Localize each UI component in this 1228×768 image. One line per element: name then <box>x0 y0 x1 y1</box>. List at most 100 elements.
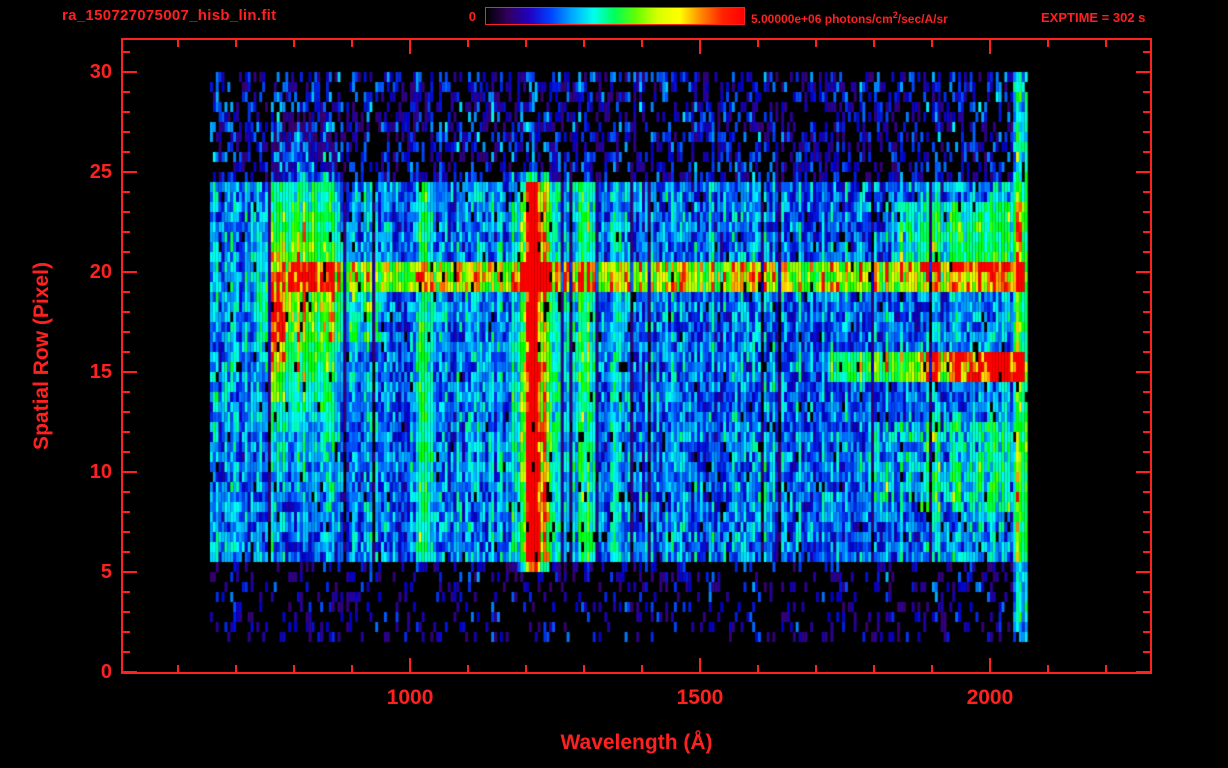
y-tick <box>123 71 137 73</box>
y-tick <box>1143 551 1150 553</box>
x-tick <box>930 40 933 47</box>
x-tick <box>988 40 991 54</box>
y-tick <box>123 351 130 353</box>
colorbar-max-label-suffix: /sec/A/sr <box>897 12 948 26</box>
x-tick <box>467 665 470 672</box>
x-tick-label: 1000 <box>386 686 434 709</box>
y-tick <box>1143 251 1150 253</box>
y-tick <box>1143 511 1150 513</box>
y-tick <box>1143 191 1150 193</box>
y-tick <box>123 371 137 373</box>
y-tick <box>123 291 130 293</box>
y-tick <box>123 171 137 173</box>
y-tick <box>123 131 130 133</box>
heatmap-canvas <box>123 40 1150 672</box>
y-tick <box>123 151 130 153</box>
x-tick <box>293 665 296 672</box>
y-tick <box>1143 211 1150 213</box>
x-tick <box>1046 40 1049 47</box>
y-tick <box>1143 591 1150 593</box>
y-tick-label: 0 <box>100 661 112 683</box>
x-tick <box>930 665 933 672</box>
x-tick <box>698 658 701 672</box>
x-tick <box>177 40 180 47</box>
x-tick <box>988 658 991 672</box>
y-tick <box>123 431 130 433</box>
x-tick <box>814 665 817 672</box>
y-tick <box>123 491 130 493</box>
y-tick <box>123 231 130 233</box>
x-tick <box>351 40 354 47</box>
x-axis-label: Wavelength (Å) <box>560 731 713 754</box>
y-tick <box>1136 171 1150 173</box>
colorbar-max-label-prefix: 5.00000e+06 photons/cm <box>751 12 893 26</box>
y-tick <box>123 611 130 613</box>
y-tick <box>1143 631 1150 633</box>
y-tick <box>1143 651 1150 653</box>
y-tick <box>123 51 130 53</box>
y-tick <box>123 631 130 633</box>
x-tick <box>698 40 701 54</box>
x-tick <box>409 658 412 672</box>
y-tick <box>1143 451 1150 453</box>
y-tick <box>1143 111 1150 113</box>
x-tick-label: 1500 <box>676 686 724 709</box>
x-tick <box>467 40 470 47</box>
y-tick <box>123 651 130 653</box>
y-tick <box>1143 531 1150 533</box>
y-tick <box>123 111 130 113</box>
y-tick <box>123 331 130 333</box>
y-tick-label: 5 <box>100 561 112 583</box>
y-tick <box>1143 91 1150 93</box>
y-tick <box>1143 151 1150 153</box>
x-tick <box>872 40 875 47</box>
y-tick <box>1143 391 1150 393</box>
x-tick <box>177 665 180 672</box>
colorbar-max-label: 5.00000e+06 photons/cm2/sec/A/sr <box>751 10 948 26</box>
x-tick <box>641 665 643 672</box>
y-tick <box>1136 571 1150 573</box>
y-tick <box>123 251 130 253</box>
y-tick <box>1136 271 1150 273</box>
y-tick <box>123 531 130 533</box>
y-tick-label: 10 <box>89 461 112 483</box>
x-tick <box>235 665 238 672</box>
y-tick <box>1143 431 1150 433</box>
x-tick <box>583 665 586 672</box>
y-tick <box>123 551 130 553</box>
y-tick <box>1136 671 1150 673</box>
x-tick-label: 2000 <box>966 686 1014 709</box>
y-tick <box>123 511 130 513</box>
y-tick <box>1143 131 1150 133</box>
x-tick <box>1046 665 1049 672</box>
y-tick <box>123 451 130 453</box>
y-tick <box>1143 231 1150 233</box>
y-tick <box>123 571 137 573</box>
x-tick <box>756 40 759 47</box>
y-tick <box>1136 71 1150 73</box>
y-tick <box>1143 611 1150 613</box>
y-tick <box>1136 471 1150 473</box>
y-tick-label: 30 <box>89 61 112 83</box>
y-tick <box>1143 51 1150 53</box>
x-tick <box>351 665 354 672</box>
x-tick <box>756 665 759 672</box>
colorbar-max-label-superscript: 2 <box>892 10 898 20</box>
y-tick <box>1143 311 1150 313</box>
y-tick <box>123 411 130 413</box>
y-tick <box>123 271 137 273</box>
y-axis-label: Spatial Row (Pixel) <box>30 262 53 450</box>
x-tick <box>1104 665 1107 672</box>
y-tick <box>1136 371 1150 373</box>
y-tick <box>123 191 130 193</box>
y-tick <box>123 91 130 93</box>
y-tick <box>1143 331 1150 333</box>
x-tick <box>1104 40 1107 47</box>
colorbar-min-label: 0 <box>468 9 476 24</box>
y-tick-label: 20 <box>89 261 112 283</box>
x-tick <box>641 40 643 47</box>
y-tick <box>123 391 130 393</box>
exptime-label: EXPTIME = 302 s <box>1041 10 1146 25</box>
y-tick <box>1143 411 1150 413</box>
colorbar-gradient <box>485 7 745 25</box>
